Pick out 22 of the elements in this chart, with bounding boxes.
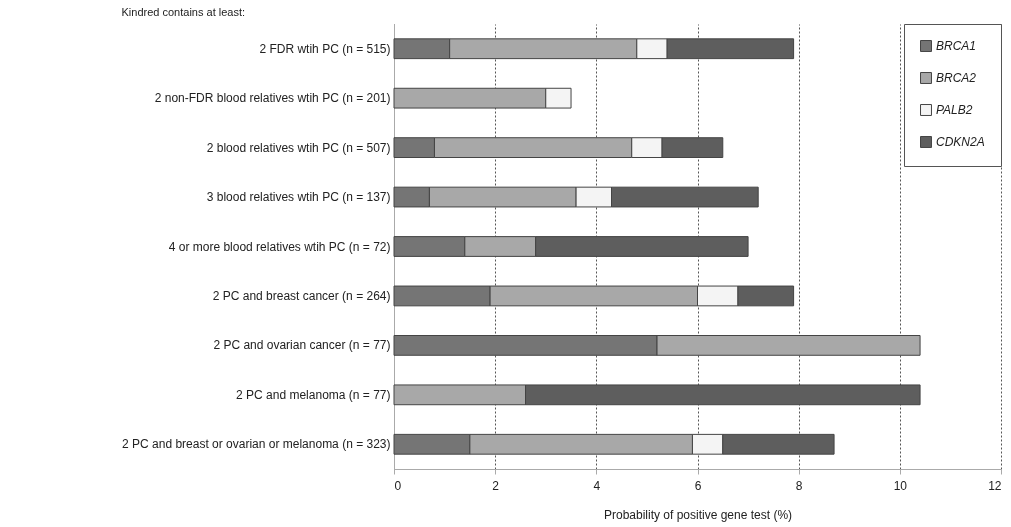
legend-label: CDKN2A — [936, 135, 985, 149]
x-tick-label: 2 — [492, 478, 500, 493]
x-tick-label: 4 — [593, 478, 601, 493]
y-tick-label: 2 FDR wtih PC (n = 515) — [259, 41, 391, 56]
x-tick-label: 10 — [893, 478, 908, 493]
legend-label: PALB2 — [936, 103, 973, 117]
y-tick-label: 2 PC and breast cancer (n = 264) — [212, 288, 391, 303]
y-tick-label: 2 non-FDR blood relatives wtih PC (n = 201) — [154, 91, 391, 106]
y-tick-label: 2 PC and ovarian cancer (n = 77) — [213, 338, 391, 353]
x-tick-label: 6 — [694, 478, 702, 493]
x-tick-label: 8 — [795, 478, 803, 493]
y-tick-label: 2 PC and breast or ovarian or melanoma (n = 323) — [122, 437, 391, 452]
legend-label: BRCA2 — [936, 71, 977, 85]
text: Kindred contains at least: — [121, 5, 246, 18]
legend-label: BRCA1 — [936, 39, 977, 53]
x-tick-label: 12 — [988, 478, 1002, 493]
y-tick-label: 3 blood relatives wtih PC (n = 137) — [206, 190, 391, 205]
y-tick-label: 2 PC and melanoma (n = 77) — [236, 387, 391, 402]
y-tick-label: 2 blood relatives wtih PC (n = 507) — [206, 140, 391, 155]
y-tick-label: 4 or more blood relatives wtih PC (n = 72) — [168, 239, 391, 254]
x-tick-label: 0 — [394, 478, 402, 493]
x-axis-title: Probability of positive gene test (%) — [603, 507, 793, 522]
